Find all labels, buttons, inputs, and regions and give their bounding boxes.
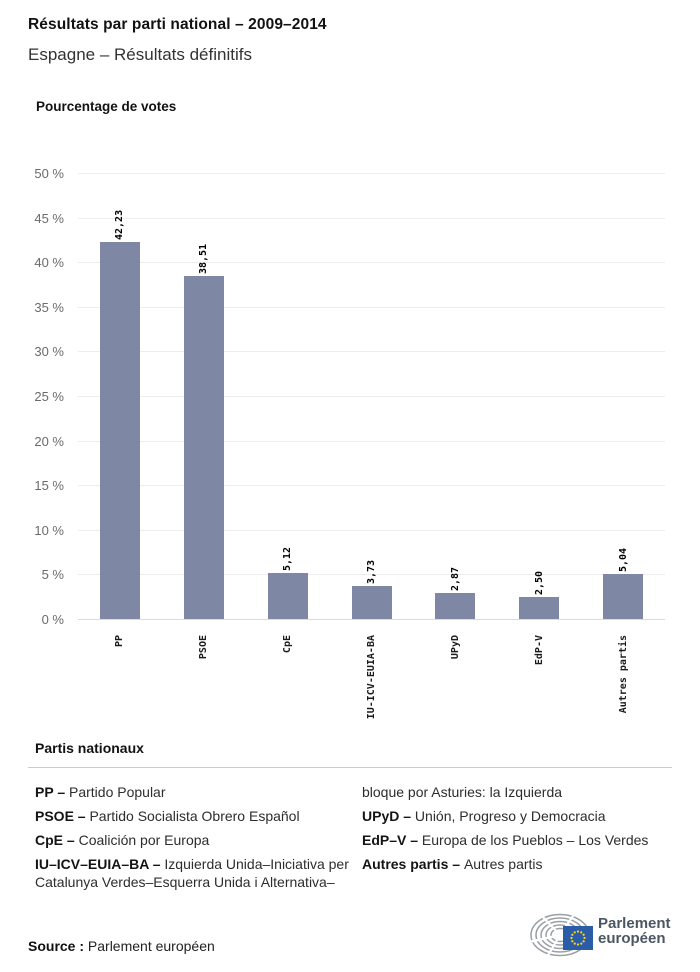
party-legend: PP – Partido Popular PSOE – Partido Socia… bbox=[35, 783, 672, 897]
gridline bbox=[78, 306, 665, 308]
source-line: Source : Parlement européen bbox=[28, 938, 215, 954]
logo-line1: Parlement bbox=[598, 915, 671, 932]
y-tick-label: 5 % bbox=[41, 567, 64, 583]
bar-UPyD bbox=[435, 593, 476, 619]
gridline bbox=[78, 262, 665, 264]
legend-entry: IU–ICV–EUIA–BA – Izquierda Unida–Iniciat… bbox=[35, 856, 349, 890]
legend-entry: PP – Partido Popular bbox=[35, 784, 166, 800]
page-subtitle: Espagne – Résultats définitifs bbox=[28, 45, 252, 64]
legend-entry: bloque por Asturies: la Izquierda bbox=[362, 784, 563, 800]
legend-entry: Autres partis – Autres partis bbox=[362, 856, 543, 872]
x-axis-baseline bbox=[78, 619, 665, 620]
eu-flag bbox=[563, 926, 593, 950]
y-tick-label: 15 % bbox=[34, 478, 64, 494]
source-value: Parlement européen bbox=[87, 938, 215, 954]
legend-entry: EdP–V – Europa de los Pueblos – Los Verd… bbox=[362, 832, 649, 848]
eu-stars bbox=[570, 930, 586, 946]
page-title: Résultats par parti national – 2009–2014 bbox=[28, 16, 327, 33]
gridline bbox=[78, 574, 665, 576]
y-tick-label: 20 % bbox=[34, 433, 64, 449]
y-tick-label: 40 % bbox=[34, 255, 64, 271]
legend-divider bbox=[28, 767, 672, 768]
gridline bbox=[78, 529, 665, 531]
gridline bbox=[78, 396, 665, 397]
legend-right-column: bloque por Asturies: la Izquierda UPyD – … bbox=[362, 783, 672, 897]
legend-entry: PSOE – Partido Socialista Obrero Español bbox=[35, 808, 300, 824]
legend-entry: UPyD – Unión, Progreso y Democracia bbox=[362, 808, 606, 824]
y-tick-label: 45 % bbox=[34, 210, 64, 226]
chart-axis-title: Pourcentage de votes bbox=[36, 99, 177, 114]
y-tick-label: 35 % bbox=[34, 299, 64, 315]
legend-entry: CpE – Coalición por Europa bbox=[35, 832, 210, 848]
logo-line2: européen bbox=[598, 930, 666, 947]
gridline bbox=[78, 217, 665, 219]
y-tick-label: 25 % bbox=[34, 389, 64, 404]
legend-heading: Partis nationaux bbox=[35, 740, 144, 756]
gridline bbox=[78, 351, 665, 353]
bar-CpE bbox=[267, 573, 308, 619]
bar-Autres-partis bbox=[603, 574, 644, 619]
bar-PP bbox=[99, 242, 140, 619]
bar-EdP-V bbox=[519, 596, 560, 619]
gridline bbox=[78, 440, 665, 442]
y-tick-label: 30 % bbox=[34, 344, 64, 360]
logo-wordmark: Parlement européen bbox=[598, 916, 671, 946]
gridline bbox=[78, 485, 665, 487]
y-tick-label: 0 % bbox=[41, 612, 64, 627]
vote-share-bar-chart: 0 % 5 % 10 % 15 % 20 % 25 % 30 % 35 % 40 % 45 % 50… bbox=[34, 166, 665, 719]
source-label: Source : bbox=[28, 938, 85, 954]
bar-PSOE bbox=[183, 275, 224, 619]
legend-left-column: PP – Partido Popular PSOE – Partido Socia… bbox=[35, 783, 362, 897]
european-parliament-logo: Parlement européen bbox=[527, 912, 677, 958]
y-tick-label: 50 % bbox=[34, 166, 64, 181]
gridline bbox=[78, 173, 665, 174]
parliament-hemicycle-icon bbox=[528, 912, 593, 958]
y-tick-label: 10 % bbox=[34, 522, 64, 538]
bar-IU-ICV-EUIA-BA bbox=[351, 585, 392, 619]
